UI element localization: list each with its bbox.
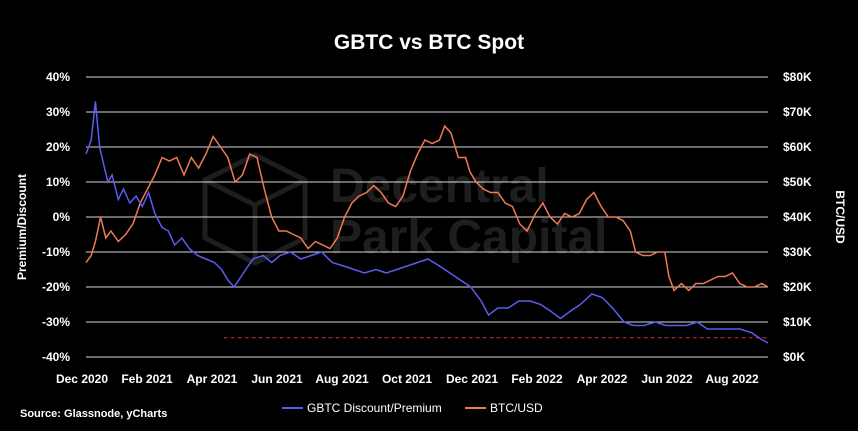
y-left-tick-label: -10% — [42, 245, 70, 259]
watermark: Decentral Park Capital — [202, 152, 607, 266]
y-left-tick-label: -20% — [42, 280, 70, 294]
y-right-tick-label: $0K — [783, 350, 805, 364]
y-left-tick-label: -40% — [42, 350, 70, 364]
y-right-tick-label: $10K — [783, 315, 812, 329]
y-right-tick-label: $30K — [783, 245, 812, 259]
y-right-tick-label: $70K — [783, 105, 812, 119]
x-tick-label: Feb 2022 — [511, 372, 563, 386]
y-left-tick-label: -30% — [42, 315, 70, 329]
x-tick-label: Oct 2021 — [382, 372, 432, 386]
legend-label-btc: BTC/USD — [490, 401, 543, 415]
y-left-tick-label: 10% — [46, 175, 70, 189]
x-tick-label: Apr 2021 — [187, 372, 238, 386]
gridlines — [86, 76, 768, 358]
y-left-tick-label: 0% — [53, 210, 71, 224]
y-right-axis-label: BTC/USD — [833, 190, 847, 244]
y-left-tick-label: 40% — [46, 70, 70, 84]
y-right-tick-label: $80K — [783, 70, 812, 84]
x-tick-label: Aug 2021 — [315, 372, 369, 386]
x-tick-label: Apr 2022 — [577, 372, 628, 386]
watermark-line-2: Park Capital — [330, 211, 607, 264]
x-tick-label: Jun 2022 — [641, 372, 693, 386]
x-tick-label: Dec 2020 — [56, 372, 108, 386]
x-tick-label: Aug 2022 — [705, 372, 759, 386]
watermark-cube-icon — [202, 152, 308, 266]
series-line-gbtc-discount-premium — [85, 101, 769, 344]
y-right-tick-label: $60K — [783, 140, 812, 154]
x-axis-ticks: Dec 2020 Feb 2021 Apr 2021 Jun 2021 Aug 2021… — [56, 372, 759, 386]
series-line-btc-usd — [85, 124, 769, 292]
legend: GBTC Discount/Premium BTC/USD — [282, 401, 543, 415]
source-note: Source: Glassnode, yCharts — [20, 408, 167, 420]
y-left-tick-label: 30% — [46, 105, 70, 119]
x-tick-label: Jun 2021 — [251, 372, 303, 386]
y-left-tick-label: 20% — [46, 140, 70, 154]
y-left-axis-label: Premium/Discount — [15, 174, 29, 280]
chart-title: GBTC vs BTC Spot — [334, 31, 524, 54]
y-right-tick-label: $40K — [783, 210, 812, 224]
watermark-line-1: Decentral — [330, 160, 549, 213]
x-tick-label: Feb 2021 — [121, 372, 173, 386]
y-right-axis-ticks: $80K $70K $60K $50K $40K $30K $20K $10K $0K — [783, 70, 812, 364]
y-right-tick-label: $50K — [783, 175, 812, 189]
y-left-axis-ticks: 40% 30% 20% 10% 0% -10% -20% -30% -40% — [42, 70, 70, 364]
y-right-tick-label: $20K — [783, 280, 812, 294]
legend-label-gbtc: GBTC Discount/Premium — [307, 401, 442, 415]
x-tick-label: Dec 2021 — [446, 372, 498, 386]
